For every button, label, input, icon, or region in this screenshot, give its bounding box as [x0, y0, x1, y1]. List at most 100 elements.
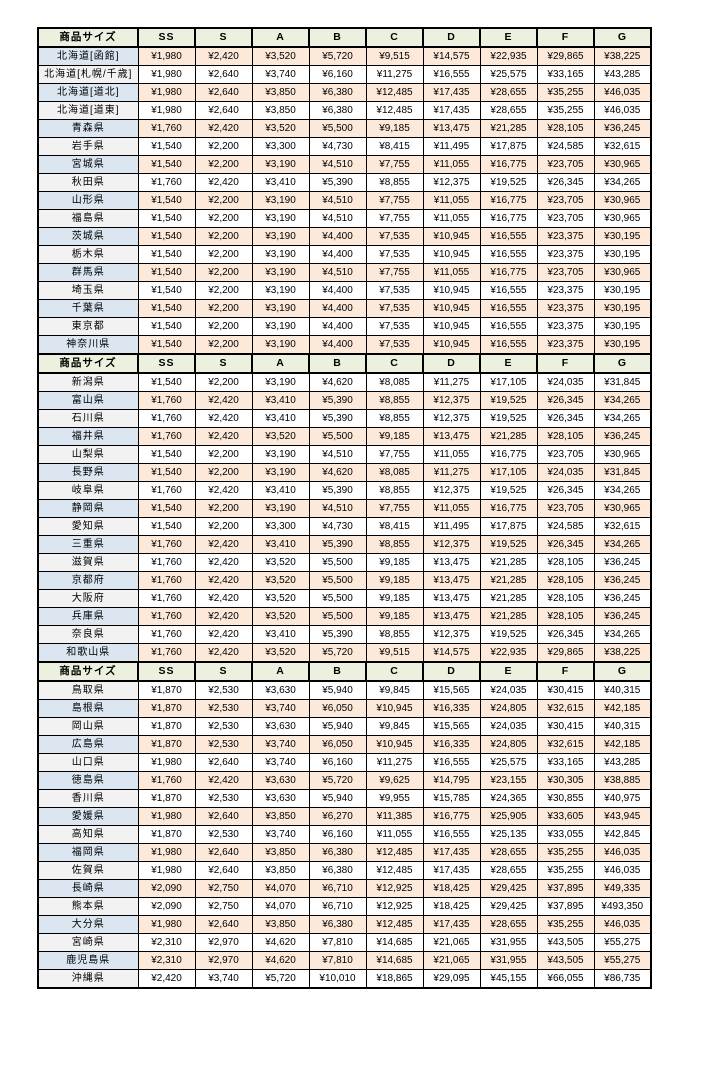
price-cell-G: ¥46,035: [593, 861, 652, 880]
price-cell-F: ¥35,255: [536, 83, 595, 102]
price-cell-F: ¥23,705: [536, 191, 595, 210]
price-cell-C: ¥9,185: [365, 427, 424, 446]
price-cell-B: ¥5,390: [308, 535, 367, 554]
size-header-row: 商品サイズ SS S A B C D E F G: [37, 661, 652, 682]
price-cell-A: ¥3,630: [251, 789, 310, 808]
price-cell-S: ¥2,420: [194, 173, 253, 192]
price-cell-E: ¥19,525: [479, 391, 538, 410]
price-cell-D: ¥10,945: [422, 335, 481, 355]
price-cell-SS: ¥1,760: [137, 771, 196, 790]
table-row: 熊本県 ¥2,090 ¥2,750 ¥4,070 ¥6,710 ¥12,925 ¥18,42…: [37, 897, 652, 916]
price-cell-F: ¥23,375: [536, 299, 595, 318]
price-cell-C: ¥9,515: [365, 643, 424, 663]
price-cell-D: ¥13,475: [422, 427, 481, 446]
price-cell-C: ¥12,925: [365, 897, 424, 916]
price-cell-A: ¥3,520: [251, 427, 310, 446]
price-cell-B: ¥4,400: [308, 245, 367, 264]
price-cell-F: ¥24,035: [536, 463, 595, 482]
prefecture-cell: 北海道[道北]: [37, 83, 139, 102]
price-cell-A: ¥5,720: [251, 969, 310, 989]
price-cell-A: ¥3,190: [251, 299, 310, 318]
price-cell-B: ¥5,390: [308, 173, 367, 192]
price-cell-G: ¥30,195: [593, 227, 652, 246]
prefecture-cell: 沖縄県: [37, 969, 139, 989]
price-cell-D: ¥11,495: [422, 517, 481, 536]
price-cell-F: ¥24,585: [536, 517, 595, 536]
price-cell-E: ¥21,285: [479, 589, 538, 608]
table-row: 鳥取県 ¥1,870 ¥2,530 ¥3,630 ¥5,940 ¥9,845 ¥15,565…: [37, 680, 652, 700]
price-cell-B: ¥5,500: [308, 119, 367, 138]
price-cell-E: ¥21,285: [479, 119, 538, 138]
price-cell-G: ¥34,265: [593, 391, 652, 410]
column-header-C: C: [365, 27, 424, 48]
price-cell-D: ¥17,435: [422, 843, 481, 862]
price-cell-C: ¥8,415: [365, 137, 424, 156]
price-cell-D: ¥16,775: [422, 807, 481, 826]
price-cell-B: ¥5,720: [308, 643, 367, 663]
price-cell-E: ¥25,575: [479, 65, 538, 84]
column-header-S: S: [194, 661, 253, 682]
prefecture-cell: 京都府: [37, 571, 139, 590]
price-cell-SS: ¥1,760: [137, 571, 196, 590]
table-row: 山口県 ¥1,980 ¥2,640 ¥3,740 ¥6,160 ¥11,275 ¥16,55…: [37, 753, 652, 772]
price-cell-B: ¥4,510: [308, 191, 367, 210]
prefecture-cell: 静岡県: [37, 499, 139, 518]
price-cell-C: ¥9,185: [365, 553, 424, 572]
price-cell-A: ¥4,070: [251, 897, 310, 916]
price-cell-SS: ¥1,540: [137, 445, 196, 464]
price-cell-SS: ¥1,540: [137, 209, 196, 228]
price-cell-E: ¥22,935: [479, 46, 538, 66]
price-cell-G: ¥43,285: [593, 65, 652, 84]
column-header-SS: SS: [137, 353, 196, 374]
price-cell-S: ¥2,200: [194, 335, 253, 355]
price-cell-B: ¥4,510: [308, 155, 367, 174]
price-cell-SS: ¥1,540: [137, 281, 196, 300]
price-cell-D: ¥13,475: [422, 553, 481, 572]
table-row: 岡山県 ¥1,870 ¥2,530 ¥3,630 ¥5,940 ¥9,845 ¥15,565…: [37, 717, 652, 736]
price-cell-E: ¥24,035: [479, 717, 538, 736]
table-row: 岩手県 ¥1,540 ¥2,200 ¥3,300 ¥4,730 ¥8,415 ¥11,495…: [37, 137, 652, 156]
price-cell-A: ¥3,740: [251, 825, 310, 844]
price-cell-S: ¥2,530: [194, 680, 253, 700]
price-cell-B: ¥5,390: [308, 391, 367, 410]
prefecture-cell: 長野県: [37, 463, 139, 482]
price-cell-F: ¥32,615: [536, 735, 595, 754]
price-cell-SS: ¥1,760: [137, 481, 196, 500]
prefecture-cell: 千葉県: [37, 299, 139, 318]
price-cell-B: ¥4,400: [308, 317, 367, 336]
price-cell-B: ¥5,390: [308, 625, 367, 644]
price-cell-SS: ¥1,870: [137, 680, 196, 700]
prefecture-cell: 和歌山県: [37, 643, 139, 663]
table-row: 秋田県 ¥1,760 ¥2,420 ¥3,410 ¥5,390 ¥8,855 ¥12,375…: [37, 173, 652, 192]
price-cell-S: ¥2,200: [194, 263, 253, 282]
column-header-C: C: [365, 353, 424, 374]
price-cell-S: ¥2,200: [194, 317, 253, 336]
price-cell-E: ¥16,775: [479, 445, 538, 464]
price-cell-F: ¥23,705: [536, 499, 595, 518]
price-cell-D: ¥11,275: [422, 372, 481, 392]
table-row: 福井県 ¥1,760 ¥2,420 ¥3,520 ¥5,500 ¥9,185 ¥13,475…: [37, 427, 652, 446]
price-cell-B: ¥6,380: [308, 83, 367, 102]
price-cell-B: ¥6,710: [308, 879, 367, 898]
price-cell-D: ¥13,475: [422, 607, 481, 626]
price-cell-A: ¥3,300: [251, 137, 310, 156]
price-cell-E: ¥22,935: [479, 643, 538, 663]
table-row: 大阪府 ¥1,760 ¥2,420 ¥3,520 ¥5,500 ¥9,185 ¥13,475…: [37, 589, 652, 608]
price-cell-E: ¥16,775: [479, 155, 538, 174]
price-cell-D: ¥17,435: [422, 101, 481, 120]
price-cell-E: ¥19,525: [479, 409, 538, 428]
prefecture-cell: 岡山県: [37, 717, 139, 736]
column-header-A: A: [251, 27, 310, 48]
prefecture-cell: 新潟県: [37, 372, 139, 392]
price-cell-E: ¥31,955: [479, 933, 538, 952]
prefecture-cell: 栃木県: [37, 245, 139, 264]
price-cell-A: ¥3,410: [251, 409, 310, 428]
price-cell-D: ¥10,945: [422, 245, 481, 264]
price-cell-F: ¥26,345: [536, 535, 595, 554]
price-cell-SS: ¥1,760: [137, 391, 196, 410]
price-cell-A: ¥3,630: [251, 680, 310, 700]
prefecture-cell: 滋賀県: [37, 553, 139, 572]
column-header-F: F: [536, 27, 595, 48]
price-cell-E: ¥16,775: [479, 263, 538, 282]
price-cell-F: ¥26,345: [536, 391, 595, 410]
